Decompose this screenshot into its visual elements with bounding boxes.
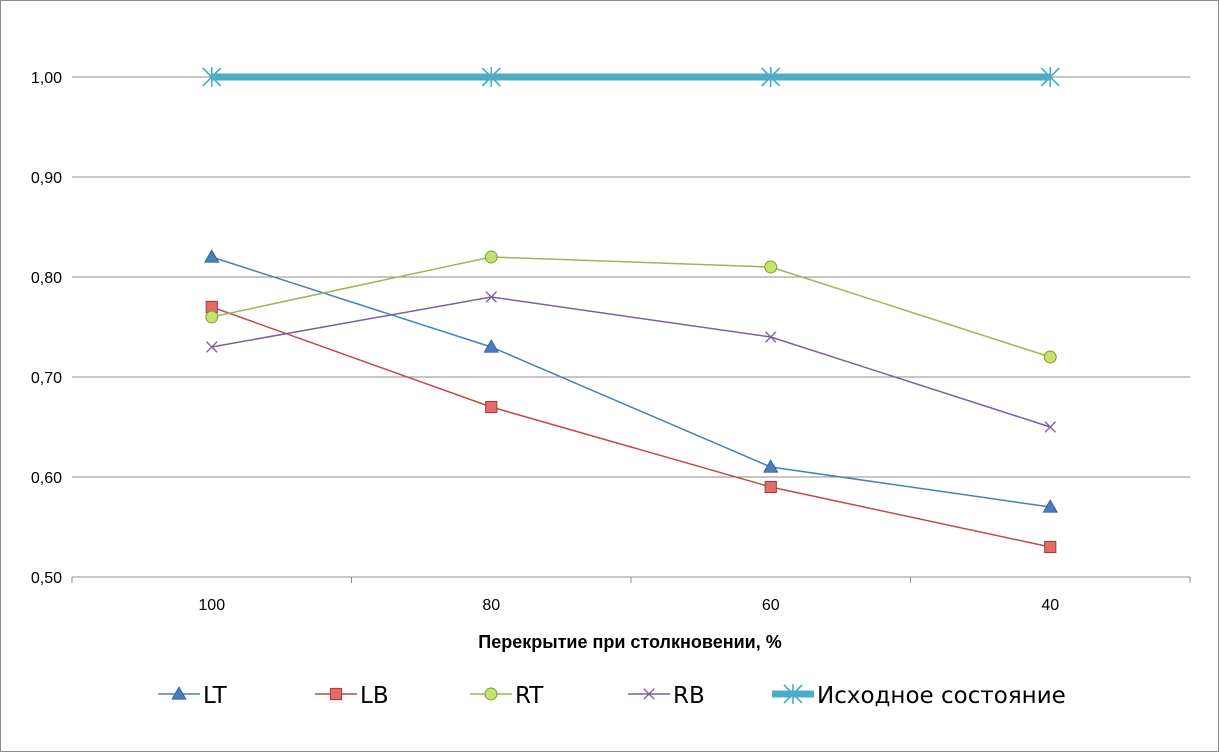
- series-circle: [205, 250, 1057, 364]
- data-point: [763, 459, 779, 473]
- data-point: [485, 400, 498, 414]
- x-axis-title: Перекрытие при столкновении, %: [478, 632, 781, 652]
- series-triangle: [204, 249, 1058, 513]
- series-line: [211, 256, 1051, 508]
- data-point: [483, 339, 499, 353]
- x-tick-label: 80: [482, 597, 500, 614]
- series-line: [211, 306, 1051, 548]
- data-point: [764, 480, 777, 494]
- data-point: [1044, 540, 1057, 554]
- y-tick-label: 0,80: [31, 270, 62, 287]
- y-tick-label: 0,70: [31, 370, 62, 387]
- data-point: [1042, 499, 1058, 513]
- series-line: [211, 256, 1051, 358]
- legend-marker: [643, 688, 655, 700]
- series-square: [205, 300, 1057, 554]
- y-tick-label: 0,60: [31, 470, 62, 487]
- legend-label: LB: [360, 683, 389, 709]
- legend-label: LT: [203, 683, 228, 709]
- data-point: [204, 249, 220, 263]
- legend-item: RB: [628, 683, 705, 709]
- legend-marker: [484, 687, 498, 701]
- legend-label: RB: [673, 683, 705, 709]
- x-tick-label: 100: [198, 597, 225, 614]
- axes: 0,50 0,60 0,70 0,80 0,90 1,00 100 80 60 40: [31, 70, 1191, 614]
- y-tick-label: 1,00: [31, 70, 62, 87]
- x-tick-label: 40: [1041, 597, 1059, 614]
- legend-label: Исходное состояние: [817, 683, 1066, 709]
- data-point: [484, 250, 498, 264]
- data-point: [205, 310, 219, 324]
- legend-label: RT: [515, 683, 544, 709]
- legend-marker: [171, 686, 187, 700]
- y-tick-label: 0,90: [31, 170, 62, 187]
- legend-item: LB: [315, 683, 389, 709]
- series-line: [211, 296, 1051, 428]
- legend: LT LB RT RB Исходное состояние: [158, 683, 1066, 709]
- data-point: [761, 67, 781, 87]
- legend-item: LT: [158, 683, 228, 709]
- legend-item: RT: [470, 683, 544, 709]
- legend-marker: [783, 684, 803, 704]
- data-point: [764, 260, 778, 274]
- data-point: [206, 341, 218, 353]
- gridlines: [72, 76, 1190, 478]
- data-point: [202, 67, 222, 87]
- data-point: [765, 331, 777, 343]
- series-x: [206, 291, 1056, 433]
- data-point: [1040, 67, 1060, 87]
- data-point: [1044, 421, 1056, 433]
- data-point: [485, 291, 497, 303]
- series-group: [202, 67, 1060, 554]
- legend-item: Исходное состояние: [772, 683, 1066, 709]
- y-tick-label: 0,50: [31, 570, 62, 587]
- legend-marker: [329, 687, 343, 701]
- x-tick-label: 60: [762, 597, 780, 614]
- series-asterisk: [202, 67, 1060, 87]
- data-point: [1043, 350, 1057, 364]
- data-point: [481, 67, 501, 87]
